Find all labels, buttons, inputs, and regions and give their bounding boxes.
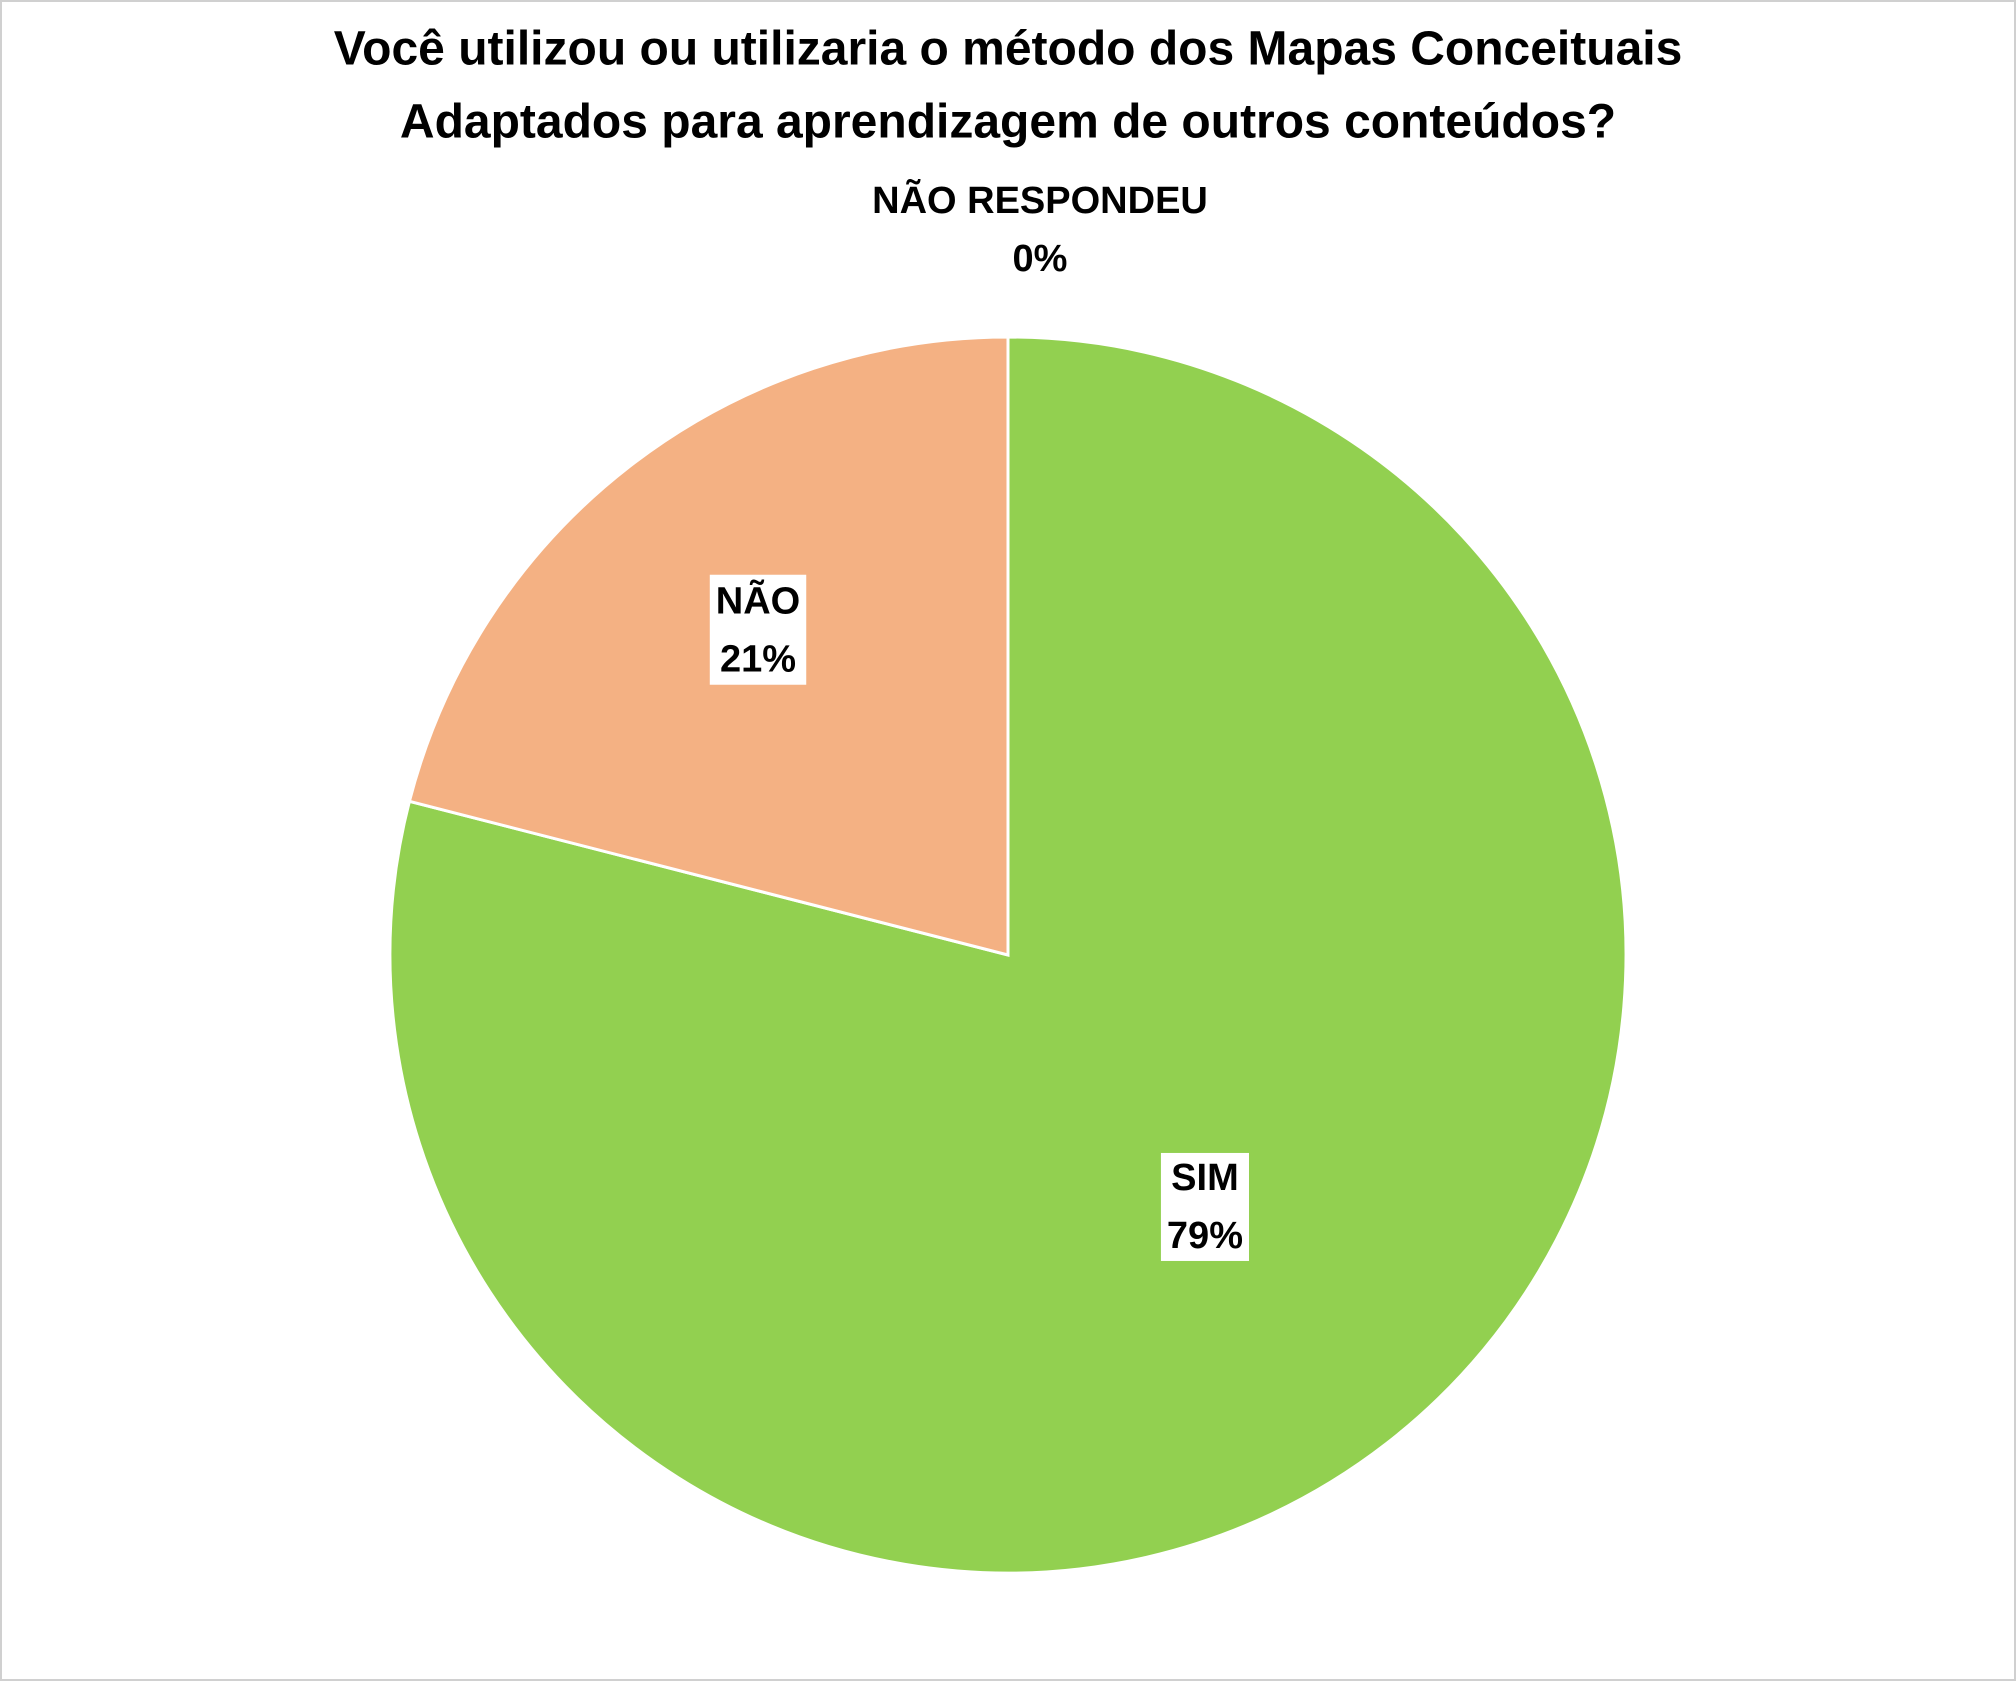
data-label-category: NÃO RESPONDEU bbox=[872, 178, 1208, 222]
data-label-category: SIM bbox=[1171, 1157, 1239, 1199]
pie-slice bbox=[407, 335, 1010, 957]
data-label: SIM 79% bbox=[1160, 1152, 1249, 1261]
data-label: NÃO RESPONDEU 0% bbox=[872, 178, 1208, 280]
data-label-value: 21% bbox=[720, 639, 796, 681]
data-label-value: 79% bbox=[1167, 1215, 1243, 1257]
chart-title: Você utilizou ou utilizaria o método dos… bbox=[334, 23, 1683, 149]
data-label-value: 0% bbox=[1013, 238, 1068, 280]
data-label-category: NÃO bbox=[716, 579, 800, 623]
chart-title-line: Você utilizou ou utilizaria o método dos… bbox=[334, 23, 1683, 76]
data-label: NÃO 21% bbox=[709, 574, 807, 685]
chart-title-line: Adaptados para aprendizagem de outros co… bbox=[400, 96, 1616, 149]
data-label-background bbox=[1160, 1152, 1249, 1261]
data-label-background bbox=[709, 574, 807, 685]
